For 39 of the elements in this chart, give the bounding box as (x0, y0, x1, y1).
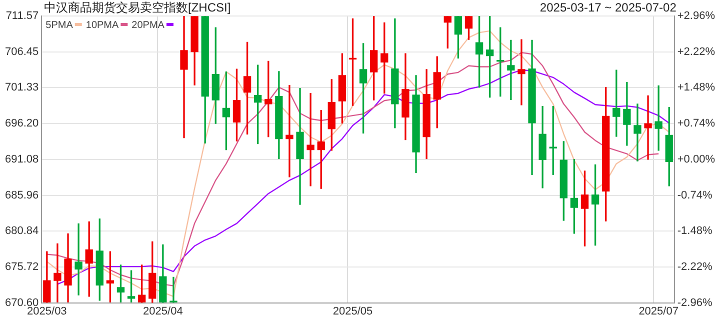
chart-title: 中汉商品期货交易卖空指数[ZHCSI] (44, 0, 231, 14)
y-tick-label: 706.45 (4, 46, 39, 58)
candlestick (518, 39, 526, 106)
candlestick (54, 243, 62, 302)
y2-tick-label: -0.74% (677, 189, 712, 202)
y-tick-label: 691.08 (4, 153, 39, 166)
candlestick (180, 16, 188, 138)
x-tick-label: 2025/05 (332, 305, 373, 318)
x-tick-label: 2025/07 (638, 305, 678, 318)
candlestick (170, 276, 178, 303)
candlestick (296, 88, 304, 205)
y2-tick-label: +1.48% (677, 82, 716, 94)
candlestick (507, 40, 515, 100)
candlestick (654, 85, 662, 151)
candlestick (286, 85, 294, 178)
y2-tick-label: +2.96% (677, 10, 716, 22)
y2-tick-label: +0.00% (677, 153, 716, 166)
y2-tick-label: +0.74% (677, 118, 716, 130)
legend-label: 20PMA (132, 20, 165, 31)
y2-tick-label: -2.96% (677, 296, 712, 309)
y-tick-label: 711.57 (6, 10, 39, 22)
y2-tick-label: +2.22% (677, 46, 716, 58)
x-tick-label: 2025/04 (143, 305, 183, 318)
y-tick-label: 696.20 (4, 118, 39, 130)
y-tick-label: 701.33 (4, 82, 39, 94)
candlestick (634, 104, 642, 162)
legend-label: 10PMA (86, 20, 119, 31)
candlestick (623, 82, 631, 146)
y2-tick-label: -1.48% (677, 225, 712, 238)
chart-subtitle: 2025-03-17 ~ 2025-07-02 (540, 0, 677, 14)
legend-label: 5PMA (46, 20, 74, 31)
candlestick (644, 95, 652, 160)
y-tick-label: 675.72 (4, 260, 39, 273)
y-tick-label: 685.96 (4, 189, 39, 202)
y2-tick-label: -2.22% (677, 260, 712, 273)
x-tick-label: 2025/03 (27, 305, 67, 318)
y-tick-label: 680.84 (4, 225, 39, 238)
candlestick (306, 93, 314, 186)
candlestick (74, 223, 82, 296)
